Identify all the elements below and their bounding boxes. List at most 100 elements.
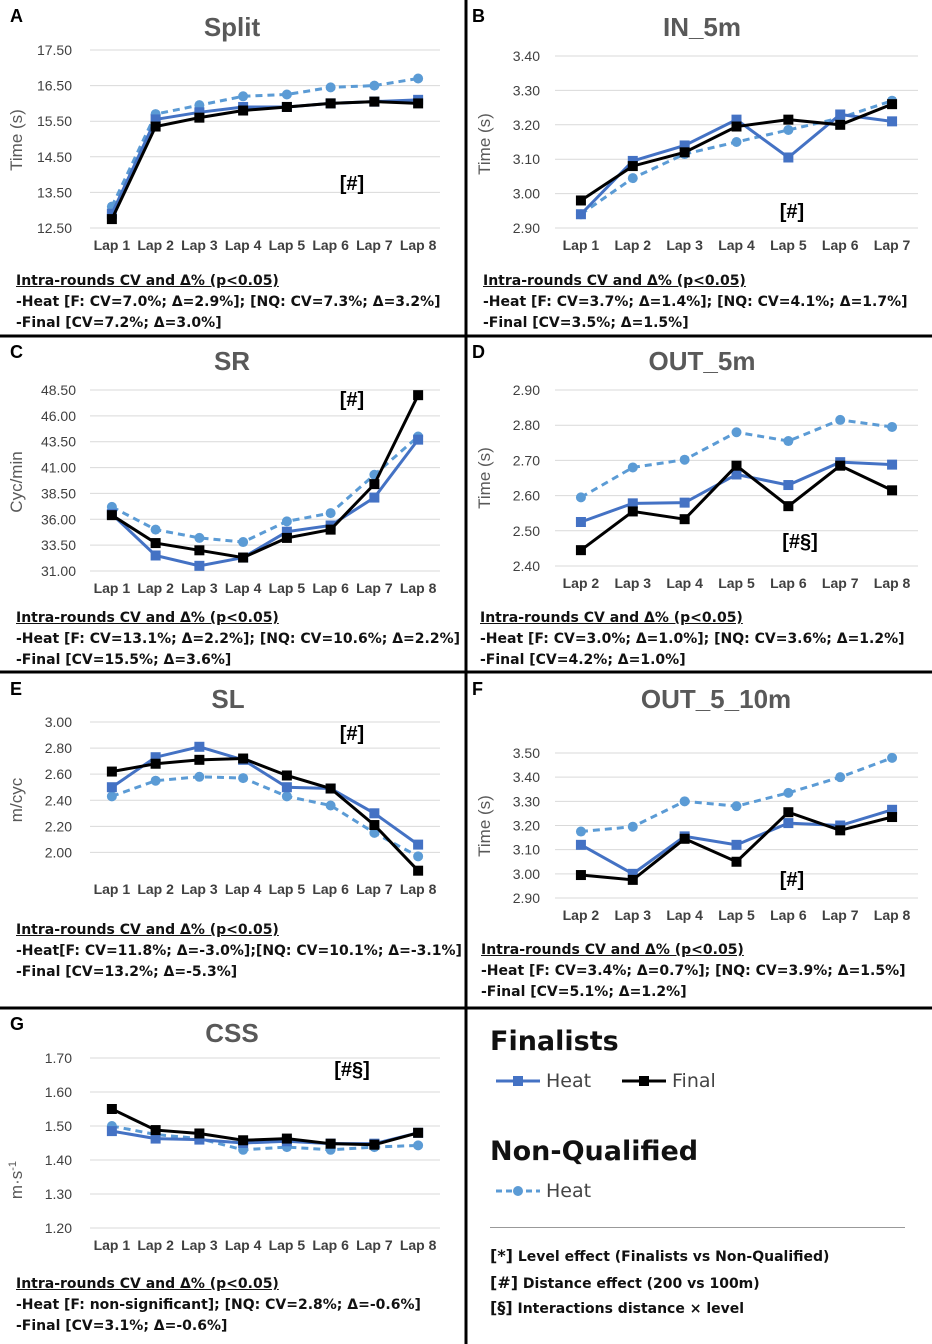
data-point-heat — [413, 434, 424, 445]
legend-final-label: Final — [672, 1070, 716, 1092]
data-point-nq-heat — [369, 827, 380, 838]
charts: A Split 12.50 13.50 14.50 15.50 16.50 17.50 Lap … — [7, 6, 918, 1253]
panel-g-notes: Intra-rounds CV and Δ% (p<0.05) -Heat [F… — [16, 1274, 421, 1337]
x-tick-label: Lap 6 — [312, 580, 349, 596]
data-point-final — [281, 1133, 292, 1144]
x-tick-label: Lap 4 — [718, 237, 755, 253]
y-tick-label: 3.00 — [513, 866, 540, 882]
data-point-nq-heat — [835, 772, 846, 783]
x-tick-label: Lap 6 — [822, 237, 859, 253]
y-tick-label: 2.90 — [513, 220, 540, 236]
data-point-nq-heat — [238, 773, 249, 784]
data-point-final — [106, 214, 117, 225]
note-text: Level effect (Finalists vs Non-Qualified… — [517, 1249, 830, 1265]
x-tick-label: Lap 7 — [356, 881, 393, 897]
notes-final: -Final [CV=3.5%; Δ=1.5%] — [483, 315, 689, 331]
x-tick-label: Lap 1 — [563, 237, 600, 253]
x-tick-label: Lap 5 — [269, 237, 306, 253]
significance-annotation: [#] — [780, 869, 804, 891]
data-point-nq-heat — [575, 826, 586, 837]
panel-letter: G — [10, 1014, 24, 1034]
data-point-heat — [194, 107, 205, 118]
data-point-nq-heat — [627, 462, 638, 473]
data-point-final — [783, 501, 794, 512]
y-axis-label: Time (s) — [475, 113, 494, 175]
data-point-heat — [369, 492, 380, 503]
y-tick-label: 1.40 — [45, 1152, 72, 1168]
data-point-final — [281, 770, 292, 781]
data-point-nq-heat — [325, 82, 336, 93]
y-tick-label: 12.50 — [37, 220, 72, 236]
data-point-final — [194, 754, 205, 765]
x-tick-label: Lap 3 — [181, 881, 218, 897]
data-point-heat — [194, 560, 205, 571]
series-line-final — [111, 394, 420, 560]
x-tick-label: Lap 7 — [874, 237, 911, 253]
data-point-nq-heat — [783, 436, 794, 447]
data-point-final — [731, 856, 742, 867]
x-tick-label: Lap 3 — [614, 907, 651, 923]
notes-header: Intra-rounds CV and Δ% (p<0.05) — [480, 610, 743, 626]
series-line-final — [111, 757, 420, 872]
notes-header: Intra-rounds CV and Δ% (p<0.05) — [483, 273, 746, 289]
data-point-final — [679, 147, 690, 158]
note-symbol: [*] — [490, 1246, 513, 1265]
legend-final: Final — [622, 1070, 716, 1092]
data-point-nq-heat — [887, 752, 898, 763]
chart-panel-c: C SR 31.00 33.50 36.00 38.50 41.00 43.50 46.00 48… — [7, 342, 440, 596]
data-point-final — [150, 121, 161, 132]
data-point-heat — [575, 209, 586, 220]
chart-title: SR — [214, 346, 250, 376]
data-point-nq-heat — [194, 771, 205, 782]
data-point-heat — [150, 752, 161, 763]
y-tick-label: 33.50 — [41, 537, 76, 553]
y-tick-label: 2.70 — [513, 452, 540, 468]
x-tick-label: Lap 8 — [400, 881, 437, 897]
significance-annotation: [#] — [340, 723, 364, 745]
data-point-final — [369, 479, 380, 490]
y-tick-label: 15.50 — [37, 113, 72, 129]
data-point-final — [575, 870, 586, 881]
series-line-nq-heat — [111, 1124, 419, 1152]
panel-letter: D — [472, 342, 485, 362]
x-tick-label: Lap 1 — [94, 881, 131, 897]
chart-panel-d: D OUT_5m 2.40 2.50 2.60 2.70 2.80 2.90 Lap 2 Lap … — [472, 342, 918, 591]
data-point-heat — [106, 782, 117, 793]
x-tick-label: Lap 3 — [181, 580, 218, 596]
x-tick-label: Lap 5 — [269, 881, 306, 897]
data-point-final — [369, 820, 380, 831]
y-tick-label: 2.40 — [513, 558, 540, 574]
legend-note-interaction: [§] Interactions distance × level — [490, 1298, 744, 1317]
data-point-final — [281, 101, 292, 112]
data-point-final — [679, 833, 690, 844]
y-tick-label: 16.50 — [37, 78, 72, 94]
data-point-nq-heat — [783, 787, 794, 798]
chart-title: OUT_5m — [649, 346, 756, 376]
data-point-heat — [575, 517, 586, 527]
y-tick-label: 3.10 — [513, 151, 540, 167]
y-tick-label: 14.50 — [37, 149, 72, 165]
data-point-final — [238, 105, 249, 116]
data-point-heat — [106, 1126, 117, 1137]
data-point-heat — [150, 550, 161, 561]
data-point-nq-heat — [325, 508, 336, 519]
notes-final: -Final [CV=13.2%; Δ=-5.3%] — [16, 964, 238, 980]
y-tick-label: 41.00 — [41, 460, 76, 476]
data-point-final — [238, 552, 249, 563]
legend-nq-heat: Heat — [496, 1180, 591, 1202]
x-tick-label: Lap 8 — [874, 575, 911, 591]
significance-annotation: [#§] — [334, 1059, 370, 1081]
notes-final: -Final [CV=7.2%; Δ=3.0%] — [16, 315, 222, 331]
series-line-nq-heat — [111, 775, 419, 858]
notes-heat: -Heat [F: CV=3.0%; Δ=1.0%]; [NQ: CV=3.6%… — [480, 631, 905, 647]
y-tick-label: 3.30 — [513, 793, 540, 809]
significance-annotation: [#] — [340, 173, 364, 195]
data-point-final — [369, 96, 380, 107]
y-tick-label: 1.70 — [45, 1050, 72, 1066]
legend-divider — [490, 1227, 905, 1228]
data-point-final — [106, 510, 117, 521]
data-point-heat — [627, 155, 638, 166]
data-point-nq-heat — [194, 532, 205, 543]
nq-heat-line-swatch-icon — [496, 1186, 540, 1196]
notes-header: Intra-rounds CV and Δ% (p<0.05) — [16, 1276, 279, 1292]
